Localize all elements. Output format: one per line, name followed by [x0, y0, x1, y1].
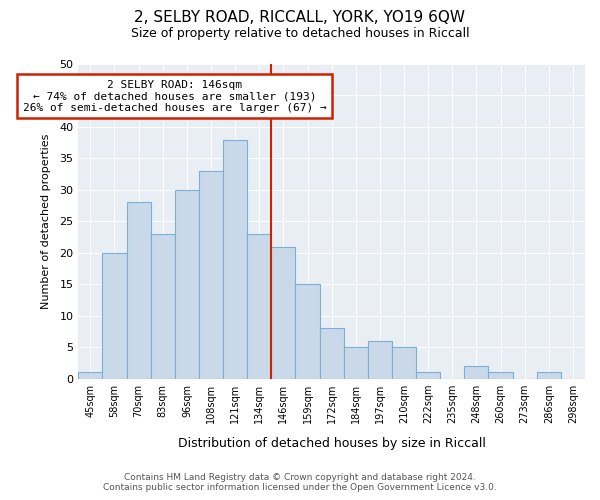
X-axis label: Distribution of detached houses by size in Riccall: Distribution of detached houses by size …: [178, 437, 485, 450]
Text: Size of property relative to detached houses in Riccall: Size of property relative to detached ho…: [131, 28, 469, 40]
Bar: [416, 372, 440, 379]
Bar: [175, 190, 199, 379]
Bar: [199, 171, 223, 379]
Bar: [103, 253, 127, 379]
Bar: [344, 348, 368, 379]
Text: Contains HM Land Registry data © Crown copyright and database right 2024.
Contai: Contains HM Land Registry data © Crown c…: [103, 473, 497, 492]
Bar: [537, 372, 561, 379]
Bar: [392, 348, 416, 379]
Text: 2 SELBY ROAD: 146sqm
← 74% of detached houses are smaller (193)
26% of semi-deta: 2 SELBY ROAD: 146sqm ← 74% of detached h…: [23, 80, 326, 113]
Bar: [488, 372, 512, 379]
Bar: [223, 140, 247, 379]
Bar: [79, 372, 103, 379]
Bar: [271, 246, 295, 379]
Text: 2, SELBY ROAD, RICCALL, YORK, YO19 6QW: 2, SELBY ROAD, RICCALL, YORK, YO19 6QW: [134, 10, 466, 25]
Bar: [151, 234, 175, 379]
Bar: [127, 202, 151, 379]
Bar: [464, 366, 488, 379]
Bar: [247, 234, 271, 379]
Bar: [295, 284, 320, 379]
Bar: [320, 328, 344, 379]
Bar: [368, 341, 392, 379]
Y-axis label: Number of detached properties: Number of detached properties: [41, 134, 51, 309]
